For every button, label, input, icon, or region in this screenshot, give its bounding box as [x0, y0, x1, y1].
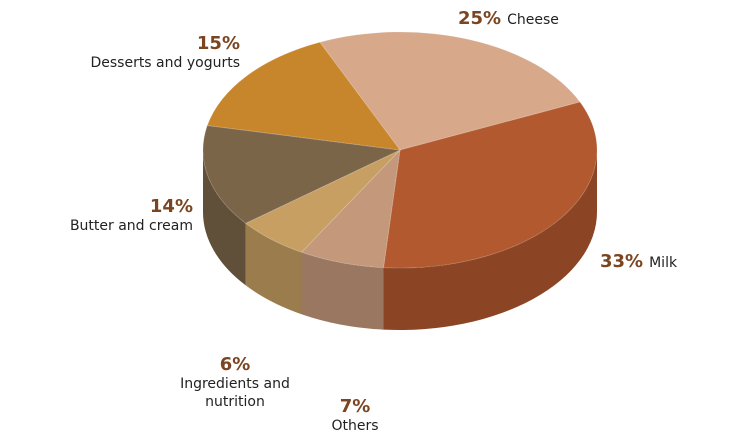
- slice: [244, 149, 401, 315]
- slice-label: 7% Others: [290, 398, 420, 435]
- slice-top: [206, 41, 402, 151]
- value-label: 25%: [458, 8, 502, 29]
- category-label: Milk: [649, 255, 678, 271]
- category-label: Desserts and yogurts: [90, 55, 240, 71]
- category-label: Ingredients and nutrition: [180, 376, 290, 410]
- slice-side: [245, 223, 302, 315]
- value-label: 7%: [339, 396, 371, 417]
- category-label: Cheese: [507, 12, 559, 28]
- slice-top: [244, 149, 401, 253]
- slice-top: [382, 101, 598, 269]
- slice: [300, 148, 401, 330]
- slice-label: 6% Ingredients and nutrition: [170, 356, 300, 411]
- value-label: 15%: [196, 33, 240, 54]
- slice-label: 25% Cheese: [458, 10, 658, 29]
- slice-label: 15% Desserts and yogurts: [40, 35, 240, 72]
- slice-top: [202, 124, 402, 224]
- category-label: Others: [331, 418, 379, 434]
- value-label: 33%: [600, 251, 644, 272]
- value-label: 14%: [149, 196, 193, 217]
- slice-top: [319, 31, 581, 151]
- slice: [382, 101, 598, 331]
- slice: [202, 124, 402, 286]
- slice: [319, 31, 581, 151]
- slice-label: 14% Butter and cream: [20, 198, 193, 235]
- slice-side: [383, 150, 597, 331]
- slice-side: [301, 252, 384, 330]
- slice: [206, 41, 402, 151]
- category-label: Butter and cream: [69, 218, 193, 234]
- value-label: 6%: [219, 354, 251, 375]
- slice-top: [300, 148, 401, 269]
- slice-label: 33% Milk: [600, 253, 740, 272]
- slice-side: [203, 150, 246, 286]
